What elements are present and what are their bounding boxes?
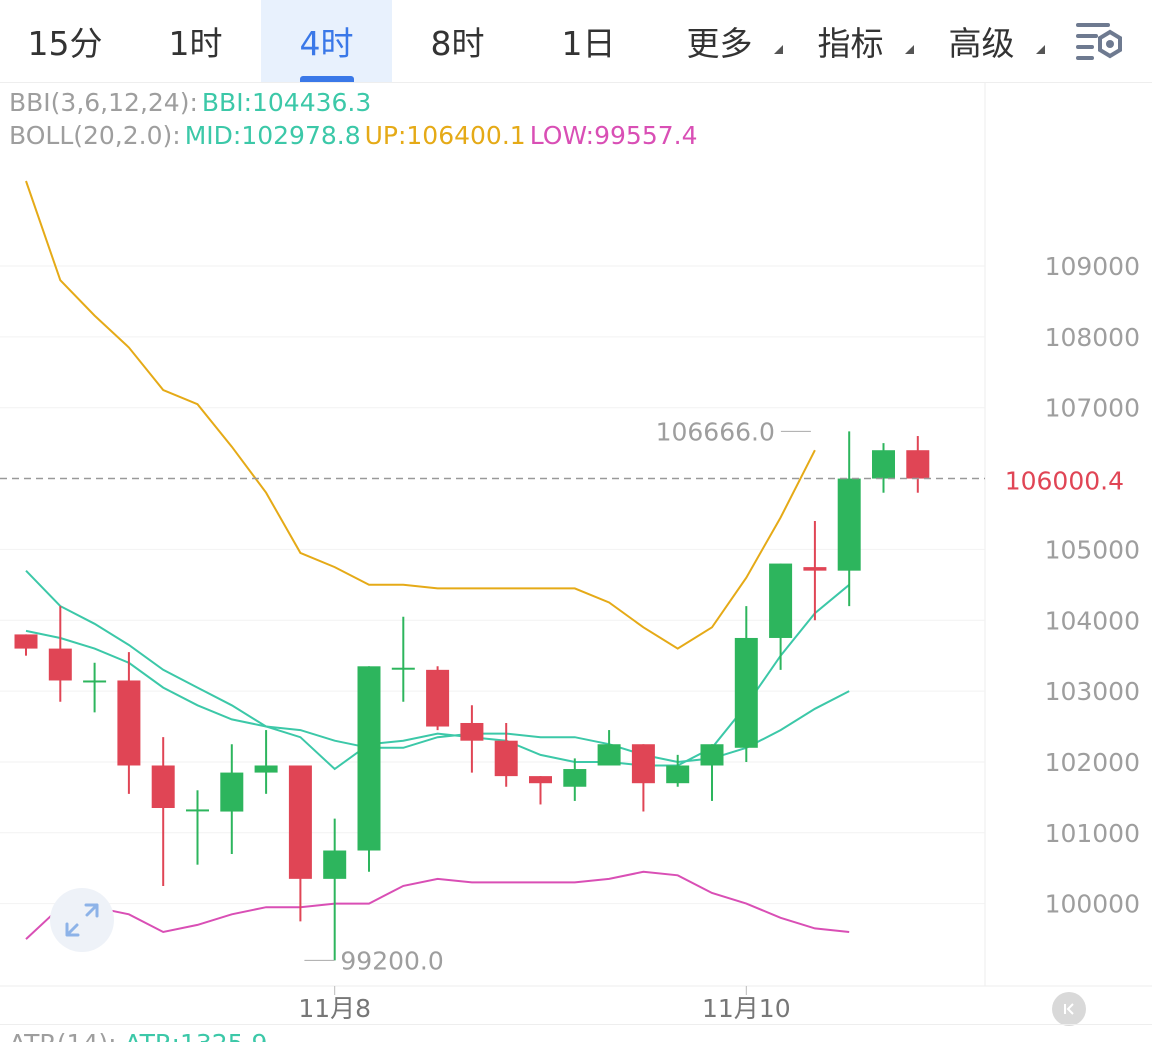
active-tab-indicator [299,76,354,82]
x-tick-label: 11月8 [298,994,371,1023]
tab-label: 1时 [168,24,223,63]
chart-settings-icon [1076,23,1122,60]
boll-name: BOLL(20,2.0): [9,121,181,150]
atr-panel: ATR(14): ATR:1325.9 [0,1024,1152,1042]
boll-legend: BOLL(20,2.0): MID:102978.8 UP:106400.1 LOW:… [9,121,701,150]
y-tick-label: 109000 [1045,252,1140,281]
candlestick-chart[interactable]: 109000 108000 107000 105000 104000 103000 1020… [0,83,1152,1023]
boll-low-value: LOW:99557.4 [529,121,698,150]
tab-label: 8时 [430,24,485,63]
y-tick-label: 102000 [1045,748,1140,777]
tab-1h[interactable]: 1时 [130,0,261,82]
candle-body [220,772,244,812]
low-price-label: 99200.0 [340,946,443,975]
expand-icon [65,903,99,937]
candle-body [563,769,587,787]
candle-body [151,765,175,809]
dropdown-caret-icon [1036,45,1045,54]
tab-label: 指标 [817,24,884,63]
bbi-line [25,180,816,650]
candle-body [872,450,895,479]
current-price-label: 106000.4 [1005,467,1124,496]
candle-body [597,744,621,766]
tab-advanced[interactable]: 高级 [916,0,1047,82]
candle-body [426,669,450,727]
y-tick-label: 107000 [1045,394,1140,423]
tab-4h[interactable]: 4时 [261,0,392,82]
tab-more[interactable]: 更多 [654,0,785,82]
scroll-to-latest-button[interactable] [1052,992,1086,1026]
y-tick-label: 101000 [1045,819,1140,848]
tab-label: 高级 [948,24,1015,63]
tab-8h[interactable]: 8时 [392,0,523,82]
chart-settings-button[interactable] [1068,10,1130,72]
fullscreen-button[interactable] [50,888,114,952]
candle-body [323,850,347,879]
atr-name: ATR(14): [9,1029,117,1042]
candle-body [288,765,312,879]
y-tick-label: 104000 [1045,606,1140,635]
dropdown-caret-icon [905,45,914,54]
timeframe-tab-bar: 15分 1时 4时 8时 1日 更多 指标 高级 [0,0,1152,83]
tab-indicators[interactable]: 指标 [785,0,916,82]
bbi-name: BBI(3,6,12,24): [9,88,198,117]
candle-body [186,809,209,812]
candle-body [117,680,141,766]
y-tick-label: 100000 [1045,890,1140,919]
candle-body [83,680,107,683]
boll-mid-value: MID:102978.8 [184,121,361,150]
candle-body [837,478,861,571]
tab-15min[interactable]: 15分 [0,0,130,82]
y-tick-label: 103000 [1045,677,1140,706]
bbi-value: BBI:104436.3 [201,88,372,117]
candle-body [48,648,72,681]
tab-label: 15分 [27,24,103,63]
candle-body [14,634,38,649]
candle-body [769,563,793,638]
tab-1d[interactable]: 1日 [523,0,654,82]
atr-value: ATR:1325.9 [125,1029,268,1042]
candle-body [391,667,415,670]
candle-body [803,567,827,571]
skip-to-end-icon [1064,1003,1074,1015]
candle-body [666,765,690,784]
boll_low-line [25,870,850,940]
tab-label: 4时 [299,24,354,63]
boll-up-value: UP:106400.1 [364,121,526,150]
tab-label: 更多 [686,24,753,63]
candle-body [529,776,552,784]
y-tick-label: 108000 [1045,323,1140,352]
x-tick-label: 11月10 [702,994,791,1023]
candle-body [906,450,930,479]
high-price-label: 106666.0 [656,417,775,446]
candle-body [254,765,278,773]
y-tick-label: 105000 [1045,535,1140,564]
dropdown-caret-icon [774,45,783,54]
candle-body [734,637,758,748]
candle-body [631,744,655,784]
candle-body [700,744,724,766]
bbi-legend: BBI(3,6,12,24): BBI:104436.3 [9,88,375,117]
candle-body [494,740,518,777]
tab-label: 1日 [561,24,616,63]
candle-body [357,666,381,851]
candle-body [460,722,484,741]
